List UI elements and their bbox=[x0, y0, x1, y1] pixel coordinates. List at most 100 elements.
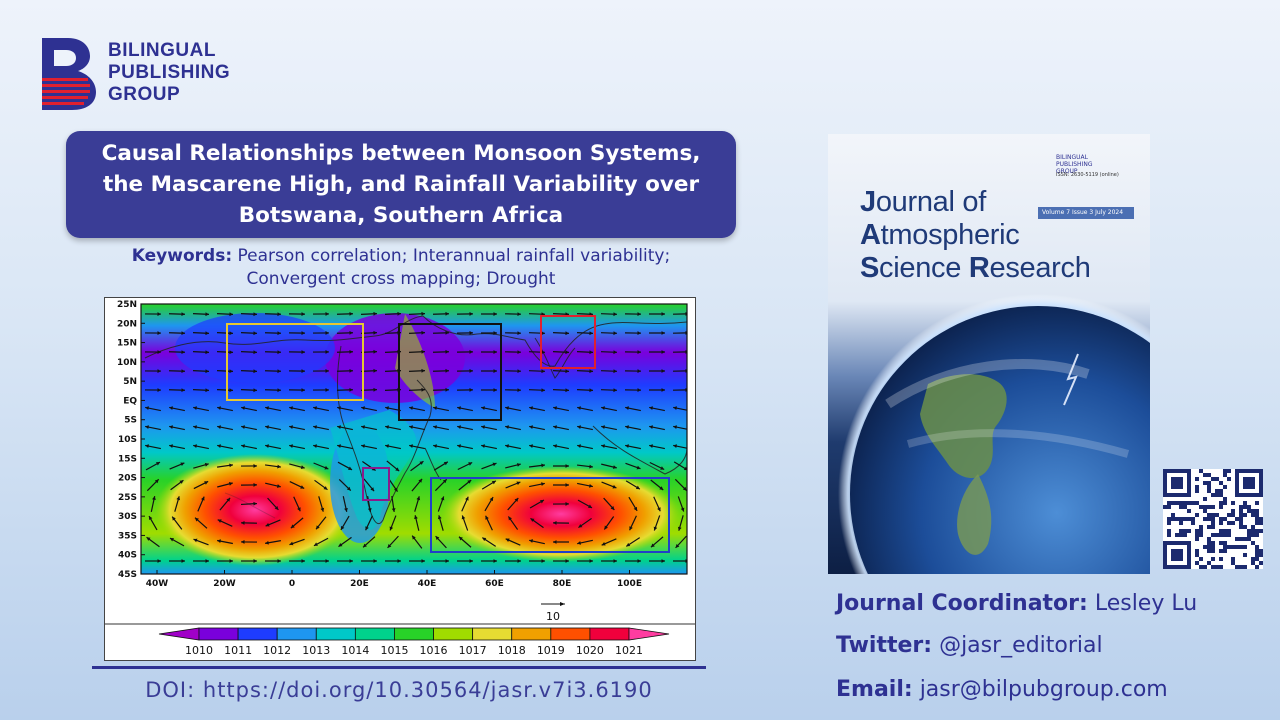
wind-arrow-head bbox=[442, 479, 447, 484]
wind-arrow-head bbox=[393, 487, 398, 492]
wind-arrow-head bbox=[457, 406, 461, 410]
wind-arrow-head bbox=[493, 350, 497, 354]
wind-arrow-head bbox=[201, 496, 205, 501]
lat-label: 10S bbox=[118, 435, 137, 445]
wind-arrow-head bbox=[194, 517, 199, 522]
wind-arrow-head bbox=[553, 444, 557, 448]
wind-arrow-head bbox=[465, 496, 469, 501]
cover-title-cap: R bbox=[968, 252, 990, 284]
lat-label: 40S bbox=[118, 551, 137, 561]
colorbar-cell bbox=[550, 627, 591, 641]
wind-arrow-head bbox=[365, 526, 369, 531]
wind-arrow-head bbox=[604, 525, 608, 530]
wind-arrow-head bbox=[675, 543, 680, 548]
wind-arrow-head bbox=[385, 444, 389, 448]
coordinator-value: Lesley Lu bbox=[1094, 591, 1198, 616]
wind-arrow-head bbox=[316, 525, 320, 530]
email-address[interactable]: jasr@bilpubgroup.com bbox=[919, 677, 1168, 702]
title-banner: Causal Relationships between Monsoon Sys… bbox=[66, 131, 736, 238]
wind-arrow-head bbox=[157, 350, 161, 354]
wind-arrow-head bbox=[680, 507, 685, 512]
colorbar-label: 1019 bbox=[537, 644, 565, 657]
wind-arrow-head bbox=[421, 559, 425, 563]
wind-arrow-head bbox=[253, 559, 257, 563]
wind-arrow-head bbox=[229, 388, 233, 393]
wind-arrow-head bbox=[589, 350, 593, 355]
wind-arrow-head bbox=[277, 331, 281, 336]
wind-arrow-head bbox=[516, 481, 521, 486]
wind-arrow-head bbox=[421, 368, 425, 373]
lon-label: 60E bbox=[485, 579, 504, 589]
cover-issn: ISSN: 2630-5119 (online) bbox=[1056, 172, 1119, 178]
map-fields bbox=[141, 304, 687, 574]
wind-arrow-head bbox=[146, 537, 151, 541]
wind-arrow-head bbox=[204, 462, 209, 467]
wind-arrow-head bbox=[253, 312, 257, 317]
wind-arrow-head bbox=[565, 502, 569, 506]
wind-arrow-head bbox=[349, 368, 353, 373]
wind-arrow-head bbox=[577, 425, 581, 429]
wind-arrow-head bbox=[229, 331, 233, 336]
wind-arrow-head bbox=[301, 331, 305, 335]
lat-label: 15N bbox=[117, 339, 137, 349]
bpg-logo-icon bbox=[42, 38, 96, 110]
wind-arrow-head bbox=[481, 444, 485, 448]
doi-link[interactable]: DOI: https://doi.org/10.30564/jasr.v7i3.… bbox=[145, 678, 653, 702]
colorbar-cell bbox=[315, 627, 356, 641]
wind-arrow-head bbox=[205, 312, 209, 317]
wind-arrow-head bbox=[361, 406, 365, 410]
wind-arrow-head bbox=[337, 444, 341, 448]
wind-arrow-head bbox=[457, 425, 461, 429]
wind-arrow-head bbox=[589, 388, 593, 393]
wind-arrow-head bbox=[481, 425, 485, 429]
wind-arrow-head bbox=[637, 350, 641, 355]
qr-code-icon[interactable] bbox=[1163, 469, 1263, 569]
wind-arrow-head bbox=[578, 523, 583, 528]
wind-arrow-head bbox=[157, 331, 161, 335]
wind-arrow-head bbox=[625, 444, 629, 448]
colorbar-label: 1010 bbox=[185, 644, 213, 657]
wind-arrow-head bbox=[613, 369, 617, 374]
wind-arrow-head bbox=[157, 312, 161, 316]
wind-arrow-head bbox=[635, 485, 640, 490]
wind-arrow-head bbox=[409, 406, 413, 410]
wind-arrow-head bbox=[445, 559, 449, 563]
lon-label: 0 bbox=[289, 579, 295, 589]
wind-arrow-head bbox=[633, 506, 638, 511]
wind-arrow-head bbox=[181, 350, 185, 355]
twitter-handle[interactable]: @jasr_editorial bbox=[939, 633, 1103, 658]
wind-arrow-head bbox=[660, 466, 665, 470]
wind-arrow-head bbox=[181, 331, 185, 336]
wind-arrow-head bbox=[419, 461, 424, 465]
colorbar-cell bbox=[394, 627, 434, 641]
wind-arrow-head bbox=[492, 462, 497, 467]
wind-arrow-head bbox=[421, 387, 425, 392]
wind-arrow-head bbox=[409, 425, 413, 429]
wind-arrow-head bbox=[204, 481, 209, 485]
wind-arrow-head bbox=[338, 543, 343, 547]
wind-arrow-head bbox=[313, 444, 317, 448]
wind-arrow-head bbox=[324, 465, 329, 470]
wind-arrow-head bbox=[300, 485, 305, 489]
wind-arrow-head bbox=[469, 388, 473, 392]
wind-arrow-head bbox=[241, 540, 245, 544]
wind-arrow-head bbox=[193, 425, 197, 429]
wind-arrow-head bbox=[589, 559, 593, 563]
wind-arrow-head bbox=[265, 540, 269, 545]
wind-arrow-head bbox=[289, 541, 294, 546]
wind-arrow-head bbox=[553, 521, 557, 525]
wind-arrow-head bbox=[349, 387, 353, 392]
lon-label: 40E bbox=[418, 579, 437, 589]
lat-label: 35S bbox=[118, 531, 137, 541]
wind-arrow-head bbox=[325, 350, 329, 354]
colorbar-cell bbox=[589, 627, 630, 641]
lat-label: 30S bbox=[118, 512, 137, 522]
lon-label: 40W bbox=[146, 579, 169, 589]
colorbar-label: 1020 bbox=[576, 644, 604, 657]
wind-arrow-head bbox=[421, 330, 425, 335]
wind-arrow-head bbox=[157, 559, 161, 563]
wind-arrow-head bbox=[517, 388, 521, 393]
wind-arrow-head bbox=[289, 444, 293, 448]
wind-arrow-head bbox=[253, 388, 257, 393]
wind-arrow-head bbox=[577, 406, 581, 410]
